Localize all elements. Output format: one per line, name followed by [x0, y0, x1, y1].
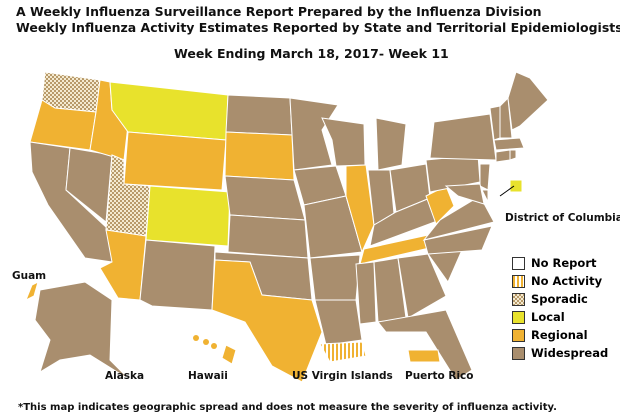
alaska-label: Alaska — [105, 370, 145, 382]
state-nm — [139, 239, 216, 311]
legend: No Report No Activity Sporadic Local Reg… — [512, 254, 608, 362]
state-il — [345, 164, 375, 254]
state-ak — [34, 281, 131, 381]
swatch — [512, 328, 525, 342]
state-ma — [493, 137, 525, 151]
legend-item-regional: Regional — [512, 326, 608, 344]
report-subtitle: Weekly Influenza Activity Estimates Repo… — [16, 20, 620, 35]
state-co — [145, 185, 231, 247]
legend-item-sporadic: Sporadic — [512, 290, 608, 308]
state-sd — [224, 131, 295, 181]
state-hi — [221, 344, 237, 365]
usvi-label: US Virgin Islands — [292, 370, 393, 382]
legend-label: No Activity — [531, 274, 603, 288]
legend-label: No Report — [531, 256, 597, 270]
state-ri — [509, 149, 517, 161]
state-va — [422, 195, 495, 241]
state-ny — [429, 113, 497, 161]
state-mt — [109, 81, 229, 141]
state-mn — [289, 97, 339, 171]
hawaii-island — [193, 335, 199, 341]
legend-label: Sporadic — [531, 292, 588, 306]
state-gu — [25, 281, 39, 302]
state-wy — [123, 131, 227, 191]
swatch — [512, 256, 525, 270]
guam-label: Guam — [12, 270, 47, 282]
state-ga — [397, 253, 447, 319]
dc-label: District of Columbia — [505, 212, 620, 224]
legend-item-widespread: Widespread — [512, 344, 608, 362]
swatch — [512, 292, 525, 306]
hawaii-label: Hawaii — [188, 370, 228, 382]
state-nd — [225, 94, 293, 136]
legend-item-no-report: No Report — [512, 254, 608, 272]
state-fl — [377, 309, 473, 381]
state-pr — [407, 349, 441, 363]
hawaii-island — [203, 339, 209, 345]
swatch — [512, 346, 525, 360]
dc-leader-line — [499, 185, 515, 197]
state-de — [481, 189, 489, 203]
state-me — [507, 71, 549, 131]
pr-label: Puerto Rico — [405, 370, 474, 382]
week-label: Week Ending March 18, 2017- Week 11 — [174, 46, 449, 61]
hawaii-island — [211, 343, 217, 349]
state-mi — [375, 117, 407, 171]
state-la — [314, 299, 363, 346]
legend-label: Regional — [531, 328, 588, 342]
state-md — [444, 183, 485, 205]
swatch — [512, 274, 525, 288]
legend-item-no-activity: No Activity — [512, 272, 608, 290]
legend-item-local: Local — [512, 308, 608, 326]
state-ne — [224, 175, 306, 221]
state-nc — [423, 225, 493, 255]
state-nj — [479, 163, 491, 191]
legend-label: Local — [531, 310, 565, 324]
footnote: *This map indicates geographic spread an… — [18, 402, 557, 413]
state-ar — [309, 254, 361, 301]
legend-label: Widespread — [531, 346, 609, 360]
state-tx — [211, 259, 323, 383]
state-ms — [355, 261, 377, 325]
state-ct — [495, 149, 511, 163]
report-title: A Weekly Influenza Surveillance Report P… — [16, 4, 542, 19]
swatch — [512, 310, 525, 324]
state-dc — [509, 179, 523, 193]
state-ks — [227, 214, 309, 259]
state-vi — [319, 341, 367, 363]
